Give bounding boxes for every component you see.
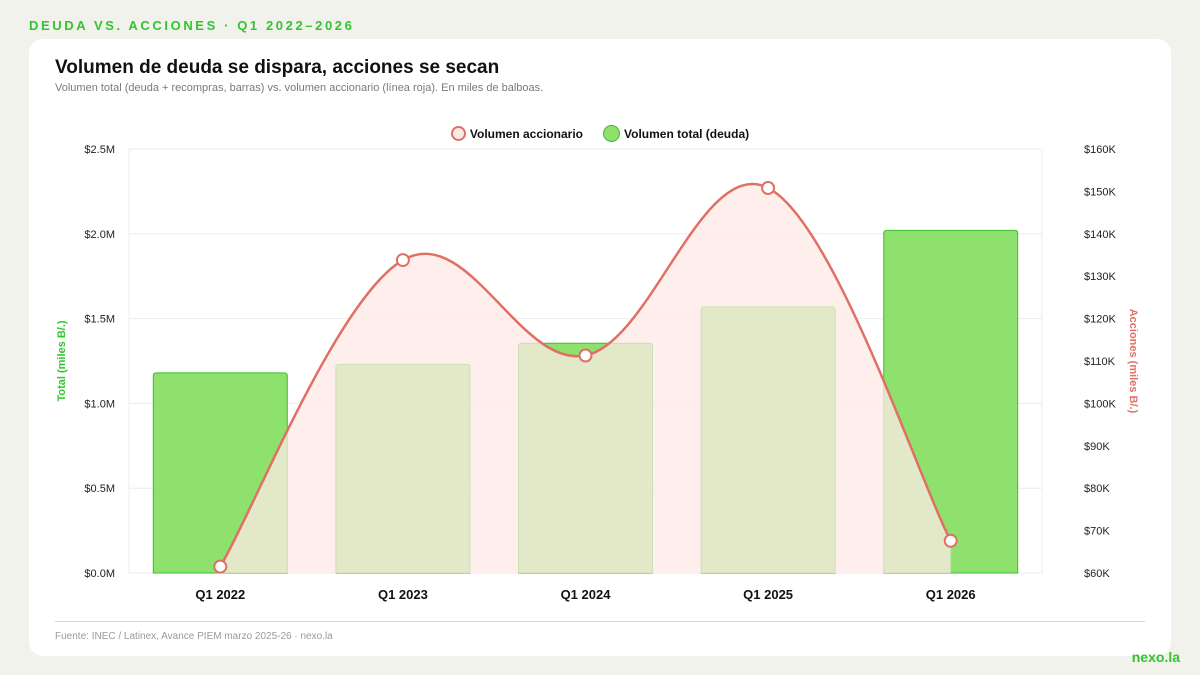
source-note: Fuente: INEC / Latinex, Avance PIEM marz… xyxy=(55,631,333,642)
y-right-tick-label: $120K xyxy=(1084,314,1116,326)
line-point-q1-2023 xyxy=(395,253,410,268)
line-point-q1-2025 xyxy=(761,181,776,196)
footer-divider xyxy=(55,621,1145,622)
line-swatch-icon xyxy=(450,126,466,141)
x-tick-label: Q1 2024 xyxy=(561,587,612,602)
legend-line-label: Volumen accionario xyxy=(469,126,584,141)
x-tick-label: Q1 2026 xyxy=(926,587,976,602)
y-right-tick-label: $110K xyxy=(1084,356,1116,368)
brand-logo: nexo.la xyxy=(1131,649,1180,665)
legend-item-bar[interactable]: Volumen total (deuda) xyxy=(603,125,749,142)
chart-legend: Volumen accionario Volumen total (deuda) xyxy=(29,125,1171,142)
line-area-fill xyxy=(220,184,951,573)
x-tick-label: Q1 2025 xyxy=(743,587,793,602)
chart-subtitle: Volumen total (deuda + recompras, barras… xyxy=(55,82,544,94)
legend-bar-label: Volumen total (deuda) xyxy=(624,126,750,141)
chart-title: Volumen de deuda se dispara, acciones se… xyxy=(55,57,500,78)
y-left-tick-label: $1.5M xyxy=(84,314,115,326)
y-right-tick-label: $140K xyxy=(1084,229,1116,241)
y-right-tick-label: $160K xyxy=(1084,144,1116,156)
legend-item-line[interactable]: Volumen accionario xyxy=(450,125,584,142)
y-right-tick-label: $90K xyxy=(1084,441,1110,453)
y-right-tick-label: $130K xyxy=(1084,271,1116,283)
y-right-tick-label: $60K xyxy=(1084,568,1110,580)
line-point-q1-2024 xyxy=(578,348,593,363)
x-tick-label: Q1 2023 xyxy=(378,587,428,602)
y-left-tick-label: $0.0M xyxy=(84,568,115,580)
y-left-tick-label: $2.5M xyxy=(84,144,115,156)
bar-swatch-icon xyxy=(603,125,621,142)
combo-chart: $0.0M $0.5M $1.0M $1.5M $2.0M $2.5M $60K $70K $8… xyxy=(56,144,1139,602)
y-left-tick-label: $0.5M xyxy=(84,483,115,495)
y-left-tick-label: $1.0M xyxy=(84,398,115,410)
y-right-tick-label: $150K xyxy=(1084,186,1116,198)
x-tick-label: Q1 2022 xyxy=(195,587,245,602)
y-left-tick-label: $2.0M xyxy=(84,229,115,241)
y-right-tick-label: $80K xyxy=(1084,483,1110,495)
line-point-q1-2022 xyxy=(213,559,228,574)
y-right-axis-title: Acciones (miles B/.) xyxy=(1127,309,1139,414)
chart-kicker: DEUDA VS. ACCIONES · Q1 2022–2026 xyxy=(29,18,355,33)
y-right-tick-label: $70K xyxy=(1084,526,1110,538)
line-point-q1-2026 xyxy=(943,533,958,548)
y-right-tick-label: $100K xyxy=(1084,398,1116,410)
y-left-axis-title: Total (miles B/.) xyxy=(56,320,68,401)
chart-card: Volumen de deuda se dispara, acciones se… xyxy=(29,39,1171,656)
